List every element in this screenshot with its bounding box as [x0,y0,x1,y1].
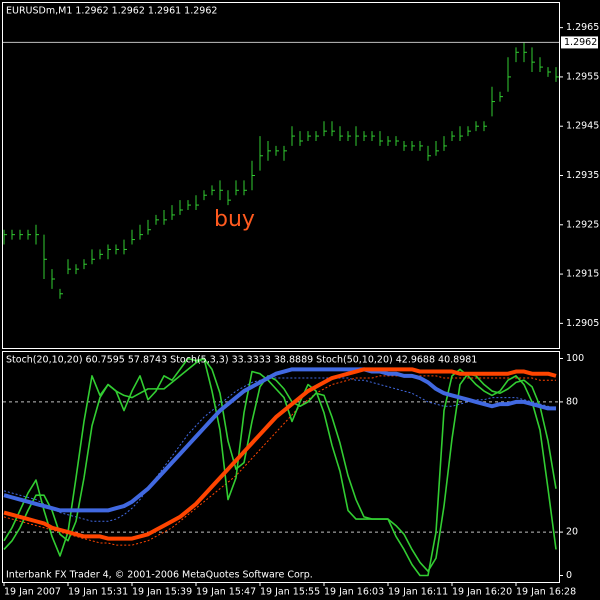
y-tick-label: 1.2915 [566,269,599,280]
x-tick-label: 19 Jan 15:55 [260,587,320,598]
indicator-line [3,367,556,513]
current-price-label: 1.2962 [564,37,597,48]
x-tick-label: 19 Jan 16:28 [516,587,576,598]
current-price-box [561,36,598,49]
y-tick-label: 1.2935 [566,170,599,181]
y-tick-label: 1.2905 [566,318,599,329]
x-tick-label: 19 Jan 16:11 [388,587,448,598]
y-tick-label: 1.2955 [566,71,599,82]
y-tick-label: 1.2945 [566,121,599,132]
x-tick-label: 19 Jan 15:39 [132,587,192,598]
x-tick-label: 19 Jan 15:47 [196,587,256,598]
indicator-line [3,377,557,522]
x-tick-label: 19 Jan 15:31 [68,587,128,598]
y-tick-label: 1.2925 [566,219,599,230]
y-tick-label: 100 [566,353,584,364]
y-tick-label: 20 [566,527,578,538]
indicator-line [3,357,557,572]
plot-layer: 1.2905 1.2915 1.2925 1.2935 1.2945 1.2955 1.29… [3,22,599,598]
indicator-panel-frame [2,351,560,583]
chart-title: EURUSDm,M1 1.2962 1.2962 1.2961 1.2962 [6,6,217,17]
indicator-title: Stoch(20,10,20) 60.7595 57.8743 Stoch(5,… [6,355,477,366]
indicator-line [3,367,557,541]
y-tick-label: 0 [566,570,572,581]
y-tick-label: 80 [566,396,578,407]
x-tick-label: 19 Jan 16:20 [452,587,512,598]
x-tick-label: 19 Jan 16:03 [324,587,384,598]
annotation: buy [214,207,255,232]
x-tick-label: 19 Jan 2007 [4,587,61,598]
y-tick-label: 1.2965 [566,22,599,33]
footer: Interbank FX Trader 4, © 2001-2006 MetaQ… [6,570,313,581]
